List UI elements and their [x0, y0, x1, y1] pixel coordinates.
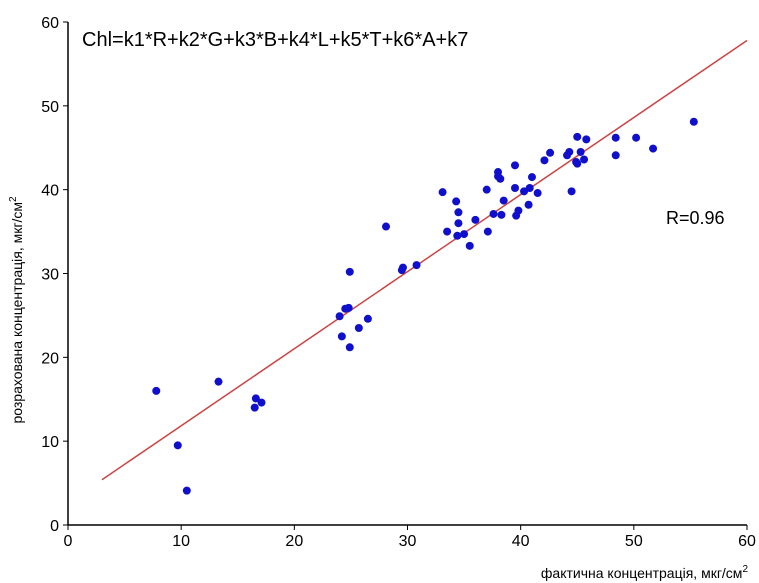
data-point: [525, 183, 534, 192]
data-point: [514, 206, 523, 215]
data-point: [649, 144, 658, 153]
data-point: [533, 189, 542, 198]
correlation-label: R=0.96: [666, 208, 725, 228]
x-ticks: 0 10 20 30 40 50 60: [64, 525, 756, 550]
data-point: [540, 156, 549, 165]
data-point: [576, 147, 585, 156]
svg-text:розрахована концентрація, мкг/: розрахована концентрація, мкг/см2: [8, 196, 25, 424]
data-point: [363, 314, 372, 323]
data-point: [344, 303, 353, 312]
data-point: [173, 441, 182, 450]
x-tick-label: 50: [625, 533, 643, 550]
data-point: [471, 215, 480, 224]
data-point: [582, 135, 591, 144]
data-point: [345, 343, 354, 352]
y-tick-label: 30: [41, 267, 59, 284]
y-axis-title: розрахована концентрація, мкг/см2: [8, 196, 25, 424]
data-point: [454, 208, 463, 217]
x-tick-label: 60: [738, 533, 756, 550]
y-tick-label: 40: [41, 183, 59, 200]
data-point: [381, 222, 390, 231]
data-point: [214, 377, 223, 386]
y-tick-label: 20: [41, 350, 59, 367]
x-axis-title: фактична концентрація, мкг/см2: [541, 564, 749, 581]
data-point: [250, 403, 259, 412]
regression-line: [101, 39, 748, 481]
x-tick-label: 0: [64, 533, 73, 550]
data-point: [546, 148, 555, 157]
data-point: [354, 323, 363, 332]
data-point: [465, 241, 474, 250]
data-point: [398, 263, 407, 272]
data-point: [511, 161, 520, 170]
y-axis-unit-sup: 2: [8, 196, 19, 202]
data-point: [580, 155, 589, 164]
data-point: [567, 187, 576, 196]
data-point: [511, 183, 520, 192]
data-point: [454, 219, 463, 228]
data-point: [182, 486, 191, 495]
data-point: [257, 398, 266, 407]
y-tick-label: 60: [41, 15, 59, 32]
data-point: [152, 386, 161, 395]
data-point: [632, 133, 641, 142]
data-point: [345, 267, 354, 276]
axes: [67, 22, 747, 526]
data-point: [489, 209, 498, 218]
data-point: [443, 227, 452, 236]
x-axis-label: фактична концентрація, мкг/см: [541, 565, 743, 581]
data-point: [460, 230, 469, 239]
data-point: [565, 147, 574, 156]
y-tick-label: 0: [50, 518, 59, 535]
data-point: [524, 200, 533, 209]
data-point: [527, 173, 536, 182]
x-tick-label: 10: [172, 533, 190, 550]
x-tick-label: 40: [512, 533, 530, 550]
data-point: [496, 174, 505, 183]
x-tick-label: 20: [285, 533, 303, 550]
data-point: [497, 210, 506, 219]
data-point: [335, 312, 344, 321]
data-point: [337, 332, 346, 341]
data-point: [499, 196, 508, 205]
data-point: [251, 394, 260, 403]
y-ticks: 0 10 20 30 40 50 60: [41, 15, 68, 535]
data-point: [453, 231, 462, 240]
data-point: [573, 159, 582, 168]
data-point: [611, 133, 620, 142]
data-point: [689, 117, 698, 126]
y-tick-label: 10: [41, 434, 59, 451]
y-axis-label: розрахована концентрація, мкг/см: [9, 202, 25, 424]
data-point: [482, 185, 491, 194]
data-point: [573, 132, 582, 141]
data-point: [452, 197, 461, 206]
data-point: [412, 261, 421, 270]
data-point: [438, 188, 447, 197]
svg-text:фактична концентрація, мкг/см2: фактична концентрація, мкг/см2: [541, 564, 749, 581]
formula-label: Chl=k1*R+k2*G+k3*B+k4*L+k5*T+k6*A+k7: [82, 29, 468, 51]
x-tick-label: 30: [399, 533, 417, 550]
data-point: [483, 227, 492, 236]
data-point: [611, 151, 620, 160]
y-tick-label: 50: [41, 99, 59, 116]
x-axis-unit-sup: 2: [742, 564, 748, 575]
data-points: [152, 117, 698, 495]
data-point: [494, 168, 503, 177]
